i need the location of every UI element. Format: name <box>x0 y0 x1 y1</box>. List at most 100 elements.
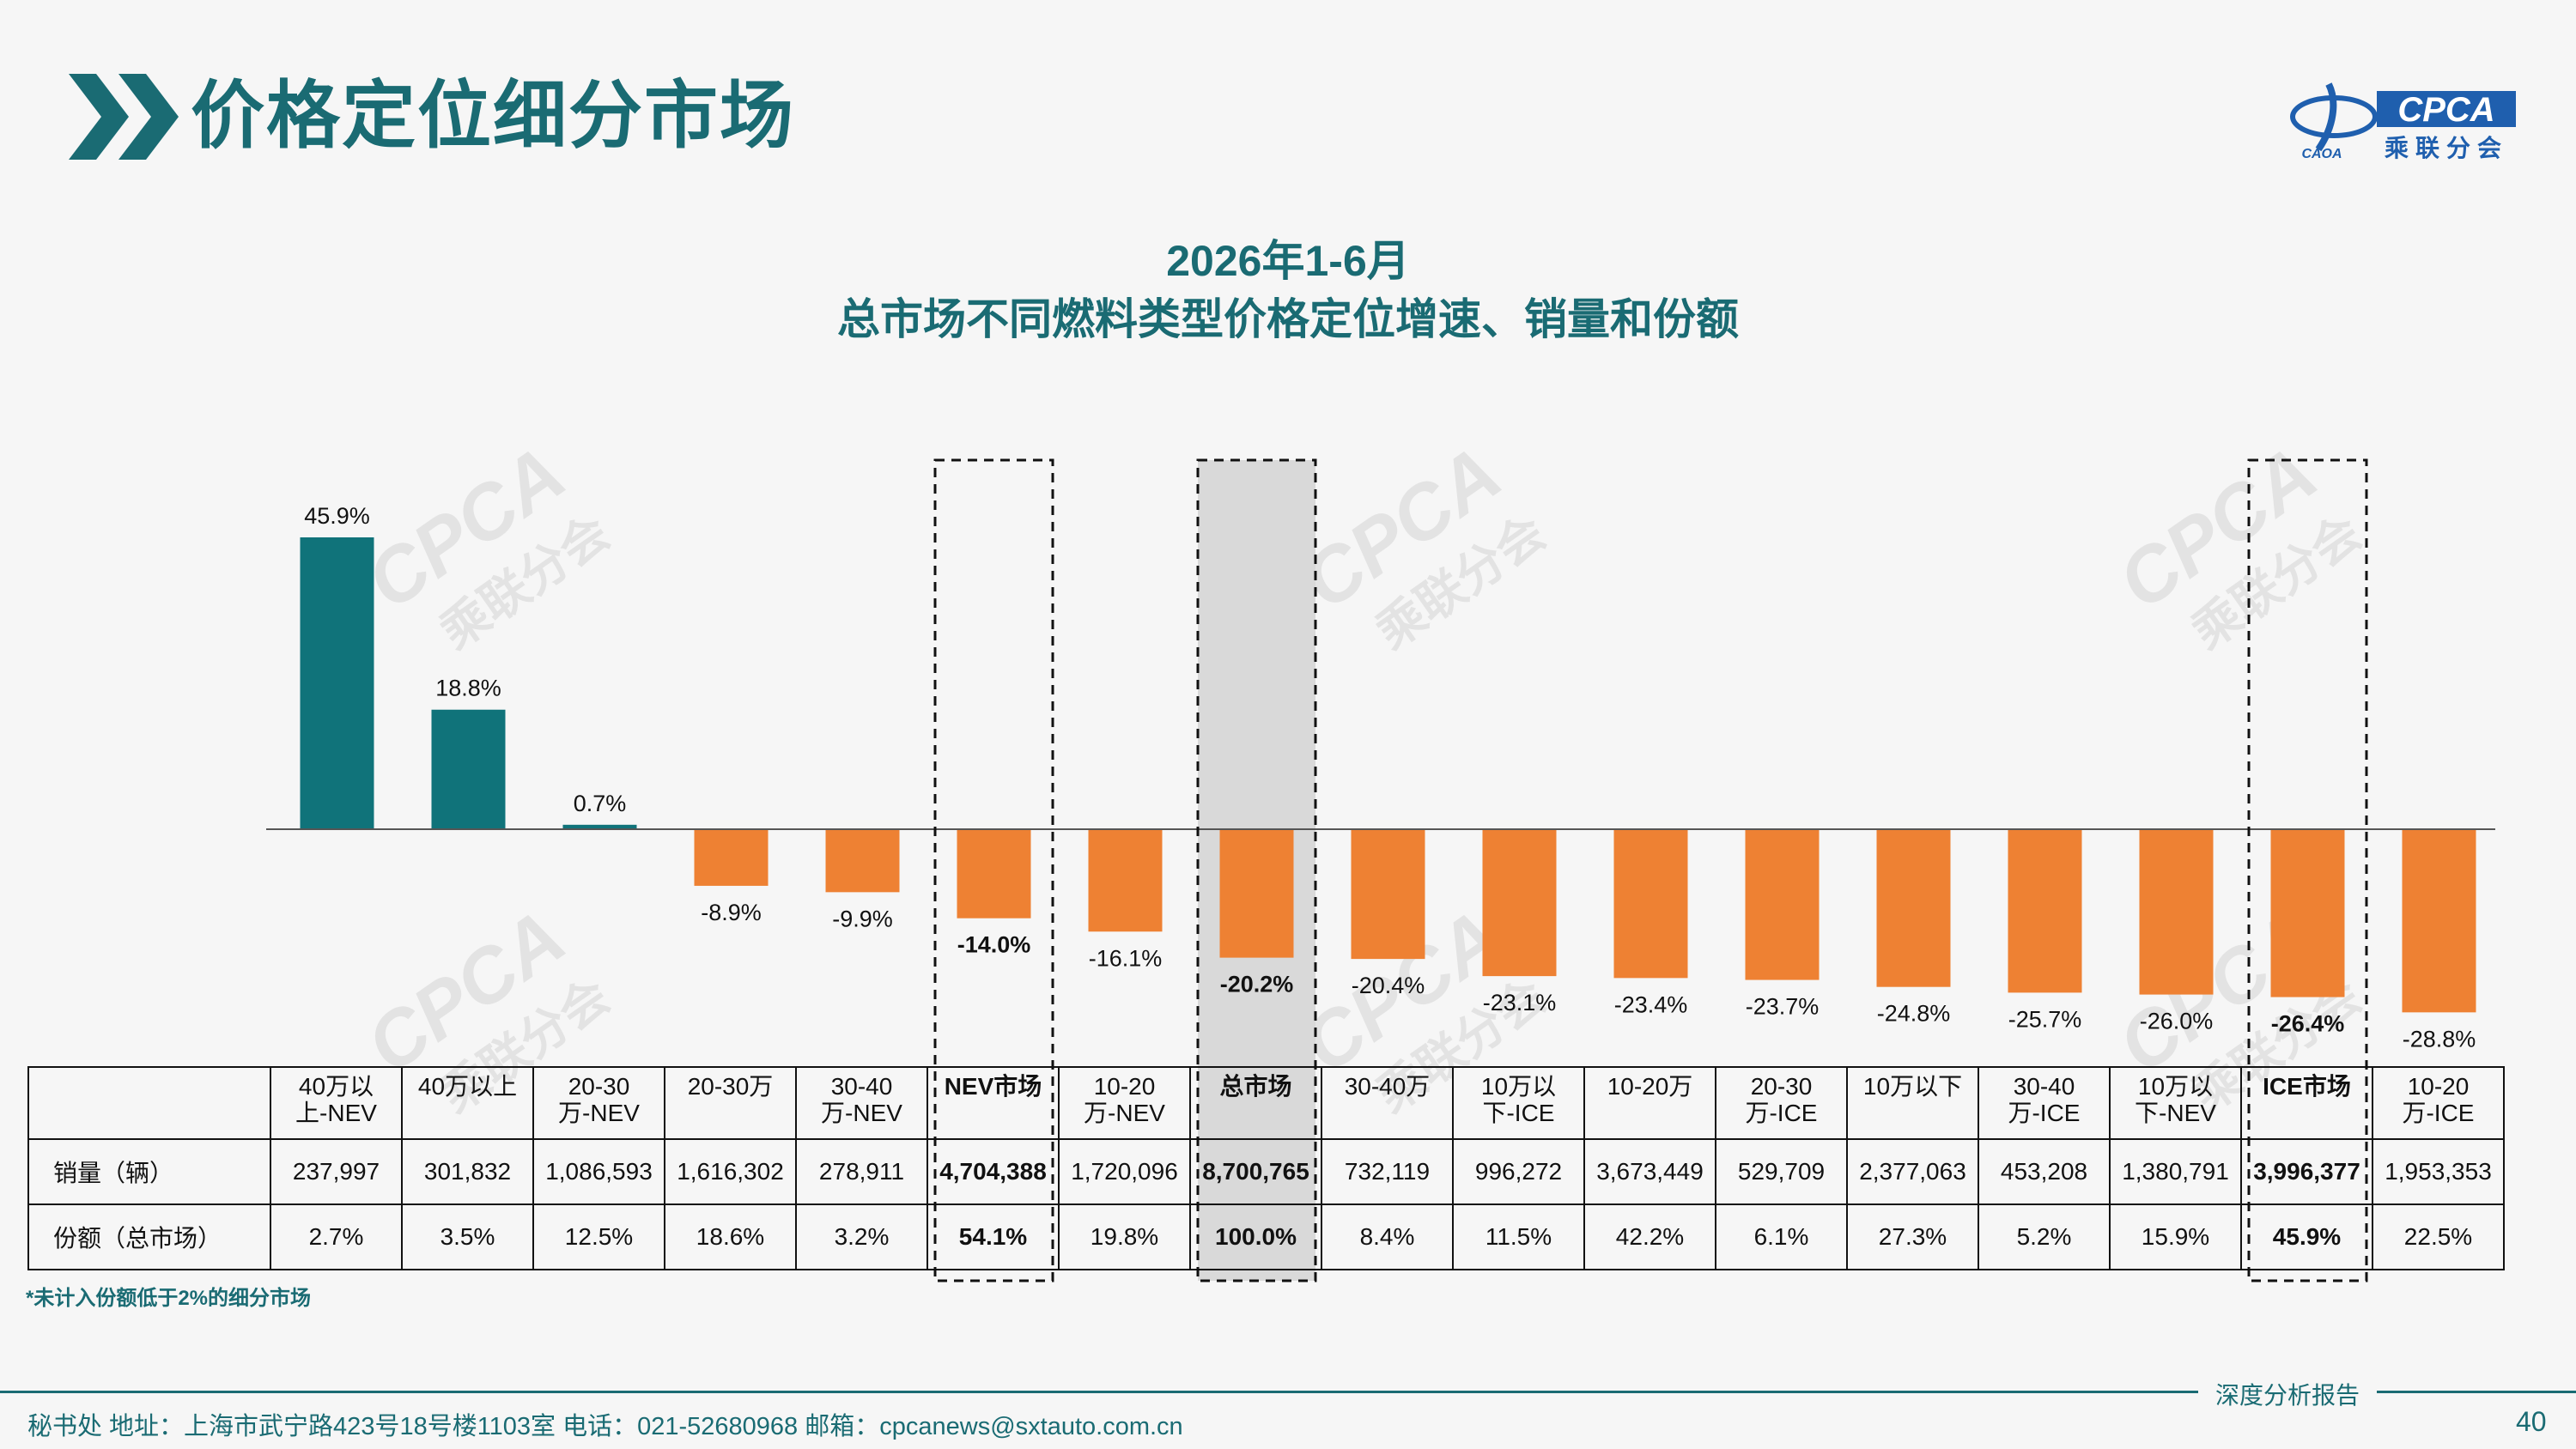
value-label-11: -23.7% <box>1746 994 1820 1020</box>
logo-text: CPCA <box>2397 91 2494 129</box>
chart-title-line2: 总市场不同燃料类型价格定位增速、销量和份额 <box>837 295 1739 343</box>
value-label-12: -24.8% <box>1877 1001 1951 1027</box>
value-label-13: -25.7% <box>2008 1006 2082 1032</box>
value-label-9: -23.1% <box>1483 990 1557 1016</box>
table-header-line: NEV市场 <box>944 1073 1042 1100</box>
table-cell: 5.2% <box>1978 1203 2111 1270</box>
bar-4 <box>825 829 900 893</box>
table-header-cell: 40万以 上-NEV <box>270 1066 403 1140</box>
table-cell: 3.5% <box>401 1203 534 1270</box>
table-cell: 2.7% <box>270 1203 403 1270</box>
table-cell: 22.5% <box>2372 1203 2505 1270</box>
value-label-15: -26.4% <box>2271 1011 2345 1037</box>
bar-8 <box>1351 829 1425 960</box>
title-chevron-icon <box>69 74 179 160</box>
table-cell: 27.3% <box>1846 1203 1979 1270</box>
table-header-line: 30-40万 <box>1344 1073 1431 1100</box>
table-cell: 1,953,353 <box>2372 1138 2505 1205</box>
table-cell: 3,996,377 <box>2240 1138 2373 1205</box>
table-header-cell: 10万以 下-ICE <box>1452 1066 1585 1140</box>
table-header-cell: 40万以上 <box>401 1066 534 1140</box>
bar-5 <box>957 829 1031 919</box>
logo-small: CAOA <box>2301 147 2342 161</box>
table-cell: 1,086,593 <box>532 1138 665 1205</box>
table-header-line: 万-NEV <box>821 1100 902 1126</box>
value-label-1: 18.8% <box>435 676 501 701</box>
bar-10 <box>1613 829 1688 979</box>
table-row: 销量（辆） 237,997 301,832 1,086,593 1,616,302 278… <box>27 1138 2505 1205</box>
footer-address: 秘书处 地址：上海市武宁路423号18号楼1103室 电话：021-526809… <box>27 1413 1183 1440</box>
table-row: 份额（总市场） 2.7% 3.5% 12.5% 18.6% 3.2% 54.1% 19.8% 1… <box>27 1203 2505 1270</box>
value-label-3: -8.9% <box>701 900 762 925</box>
highlight-box-15 <box>2247 458 2368 1282</box>
table-header-cell: 总市场 <box>1189 1066 1322 1140</box>
value-label-8: -20.4% <box>1352 973 1425 998</box>
bar-12 <box>1876 829 1951 987</box>
cpca-logo: CPCA 乘联分会 CAOA <box>2290 82 2516 161</box>
table-header-line: 万-ICE <box>1745 1100 1818 1126</box>
table-cell: 19.8% <box>1058 1203 1191 1270</box>
table-cell: 3,673,449 <box>1583 1138 1716 1205</box>
table-row-label: 销量（辆） <box>27 1138 271 1205</box>
table-cell: 996,272 <box>1452 1138 1585 1205</box>
table-header-cell: 30-40 万-NEV <box>795 1066 928 1140</box>
table-header-line: 万-ICE <box>2402 1100 2475 1126</box>
table-cell: 3.2% <box>795 1203 928 1270</box>
table-header-line: ICE市场 <box>2263 1073 2351 1100</box>
table-header-cell: 10万以 下-NEV <box>2109 1066 2242 1140</box>
table-cell: 12.5% <box>532 1203 665 1270</box>
table-header-line: 10-20 <box>1093 1073 1156 1100</box>
value-label-16: -28.8% <box>2403 1026 2476 1052</box>
table-header-line: 10万以 <box>2137 1073 2214 1100</box>
highlight-box-7 <box>1196 458 1317 1282</box>
table-header-cell: ICE市场 <box>2240 1066 2373 1140</box>
table-header-cell: 30-40万 <box>1321 1066 1454 1140</box>
table-header-line: 万-NEV <box>558 1100 640 1126</box>
table-header-line: 10-20 <box>2407 1073 2470 1100</box>
bars-layer <box>300 537 2476 1013</box>
table-cell: 11.5% <box>1452 1203 1585 1270</box>
table-header-line: 下-NEV <box>2135 1100 2216 1126</box>
table-header-line: 万-ICE <box>2008 1100 2081 1126</box>
value-label-7: -20.2% <box>1220 972 1294 997</box>
table-header-line: 20-30 <box>568 1073 630 1100</box>
table-header-cell: 10-20 万-ICE <box>2372 1066 2505 1140</box>
bar-3 <box>694 829 769 886</box>
table-header-cell: NEV市场 <box>927 1066 1060 1140</box>
table-cell: 301,832 <box>401 1138 534 1205</box>
table-cell: 732,119 <box>1321 1138 1454 1205</box>
table-cell: 15.9% <box>2109 1203 2242 1270</box>
table-corner-cell <box>27 1066 271 1140</box>
table-header-line: 40万以 <box>298 1073 374 1100</box>
bar-15 <box>2270 829 2345 997</box>
table-cell: 42.2% <box>1583 1203 1716 1270</box>
table-row-label: 份额（总市场） <box>27 1203 271 1270</box>
table-header-line: 万-NEV <box>1084 1100 1165 1126</box>
footnote: *未计入份额低于2%的细分市场 <box>26 1287 312 1310</box>
chart-title-line1: 2026年1-6月 <box>1166 237 1410 285</box>
table-header-line: 下-ICE <box>1482 1100 1555 1126</box>
chart-title: 2026年1-6月 总市场不同燃料类型价格定位增速、销量和份额 <box>429 232 2147 349</box>
highlight-box-5 <box>933 458 1054 1282</box>
table-header-line: 10-20万 <box>1607 1073 1693 1100</box>
table-header-cell: 10万以下 <box>1846 1066 1979 1140</box>
table-cell: 278,911 <box>795 1138 928 1205</box>
bar-13 <box>2008 829 2082 993</box>
table-cell: 4,704,388 <box>927 1138 1060 1205</box>
bar-0 <box>300 537 374 829</box>
table-cell: 8.4% <box>1321 1203 1454 1270</box>
table-header-cell: 10-20万 <box>1583 1066 1716 1140</box>
bar-14 <box>2139 829 2214 995</box>
table-header-line: 20-30万 <box>687 1073 774 1100</box>
value-labels-layer: 45.9% 18.8% 0.7% -8.9% -9.9% -14.0% -16.1% -20.… <box>304 503 2476 1052</box>
table-header-cell: 20-30 万-NEV <box>532 1066 665 1140</box>
table-header-line: 10万以 <box>1480 1073 1557 1100</box>
value-label-10: -23.4% <box>1614 991 1688 1017</box>
table-header-cell: 20-30万 <box>664 1066 797 1140</box>
bar-2 <box>562 824 637 829</box>
table-cell: 100.0% <box>1189 1203 1322 1270</box>
table-cell: 453,208 <box>1978 1138 2111 1205</box>
table-cell: 6.1% <box>1715 1203 1848 1270</box>
